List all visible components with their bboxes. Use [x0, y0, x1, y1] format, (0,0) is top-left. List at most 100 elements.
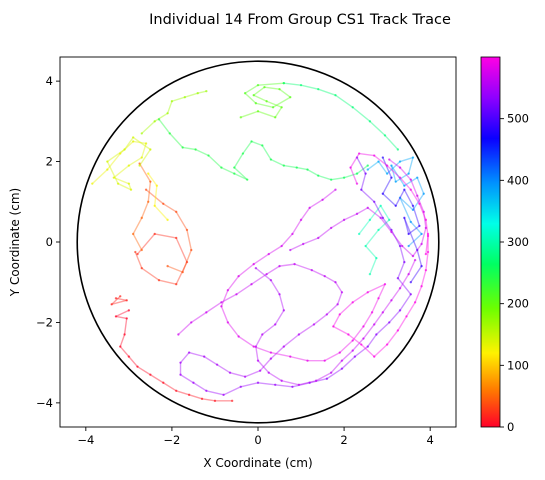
track-point [398, 287, 402, 290]
track-segment-16-1 [302, 237, 319, 245]
track-point [407, 272, 410, 276]
track-point [385, 164, 389, 167]
track-segment-14-19 [257, 382, 276, 386]
track-point [390, 230, 393, 234]
track-point [413, 301, 417, 304]
track-segment-9-19 [356, 164, 369, 175]
track-point [388, 158, 391, 161]
track-point [394, 180, 397, 183]
track-segment-15-10 [298, 380, 317, 386]
colorbar-tick-label: 300 [507, 235, 529, 249]
track-point [379, 204, 382, 207]
track-segment-6-6 [113, 164, 130, 179]
track-point [131, 232, 135, 236]
track-segment-17-8 [227, 275, 240, 291]
track-segment-9-13 [283, 164, 298, 169]
track-point [390, 176, 393, 179]
track-point [205, 389, 208, 392]
track-segment-14-37 [326, 303, 339, 316]
track-segment-3-1 [162, 203, 177, 213]
track-segment-17-5 [268, 245, 283, 255]
track-segment-14-24 [179, 374, 195, 384]
track-point [357, 232, 361, 236]
track-segment-0-10 [188, 394, 203, 400]
track-segment-13-4 [403, 189, 414, 207]
track-point [396, 329, 400, 332]
track-point [274, 116, 277, 119]
track-segment-16-15 [399, 166, 412, 181]
track-segment-1-2 [110, 295, 121, 306]
track-segment-16-9 [401, 245, 414, 257]
track-segment-17-2 [300, 207, 311, 221]
track-point [329, 178, 333, 181]
track-segment-12-0 [367, 160, 380, 171]
track-point [147, 172, 150, 175]
track-point [299, 83, 303, 87]
track-segment-10-4 [352, 106, 371, 123]
track-segment-5-1 [153, 184, 158, 207]
track-point [373, 323, 376, 326]
track-point [357, 152, 361, 155]
track-point [278, 87, 281, 91]
track-point [411, 204, 415, 207]
track-point [129, 188, 133, 191]
track-point [416, 176, 419, 179]
track-point [373, 154, 376, 157]
track-point [385, 343, 389, 346]
track-segment-15-4 [261, 323, 276, 336]
track-segment-14-13 [354, 345, 369, 358]
track-segment-10-6 [384, 134, 399, 151]
track-point [424, 218, 428, 222]
track-segment-12-3 [399, 156, 414, 163]
track-point [360, 343, 363, 346]
track-point [153, 120, 156, 123]
track-point [185, 228, 189, 232]
track-segment-15-14 [352, 337, 365, 352]
track-segment-13-3 [395, 189, 406, 207]
track-point [127, 182, 131, 185]
track-segment-4-1 [147, 180, 152, 203]
track-point [321, 198, 324, 201]
track-segment-17-3 [291, 219, 302, 235]
colorbar-tick-label: 500 [507, 112, 529, 126]
track-segment-14-48 [205, 301, 223, 314]
track-point [127, 164, 131, 167]
track-point [355, 212, 359, 216]
track-point [131, 140, 135, 143]
track-segment-17-31 [386, 329, 399, 346]
track-point [366, 206, 369, 210]
track-point [317, 87, 320, 91]
track-segment-14-23 [192, 382, 208, 392]
colorbar: 0 100 200 300 400 500 [480, 56, 529, 434]
track-point [136, 252, 139, 256]
track-point [200, 397, 204, 401]
x-tick-label: −4 [77, 433, 94, 447]
track-segment-17-9 [220, 289, 229, 308]
track-point [144, 188, 148, 191]
colorbar-tick-label: 200 [507, 297, 529, 311]
track-segment-6-5 [128, 156, 143, 167]
track-segment-14-11 [375, 321, 390, 336]
track-segment-16-16 [388, 158, 401, 169]
track-point [280, 106, 283, 109]
track-point [278, 264, 281, 268]
track-segment-7-0 [141, 120, 156, 135]
track-point [317, 236, 320, 240]
track-point [112, 176, 116, 179]
track-segment-14-49 [190, 311, 208, 324]
track-point [110, 303, 113, 306]
track-segment-14-28 [203, 355, 218, 366]
track-point [144, 142, 148, 145]
track-segment-18-3 [373, 154, 388, 167]
track-segment-0-4 [119, 345, 130, 358]
track-point [134, 250, 137, 254]
track-point [364, 172, 367, 175]
track-segment-9-16 [317, 174, 332, 181]
track-point [114, 315, 118, 318]
track-point [366, 164, 369, 167]
track-point [302, 242, 305, 246]
track-point [203, 355, 206, 358]
track-point [250, 283, 253, 286]
track-point [166, 112, 169, 115]
track-point [424, 268, 428, 272]
